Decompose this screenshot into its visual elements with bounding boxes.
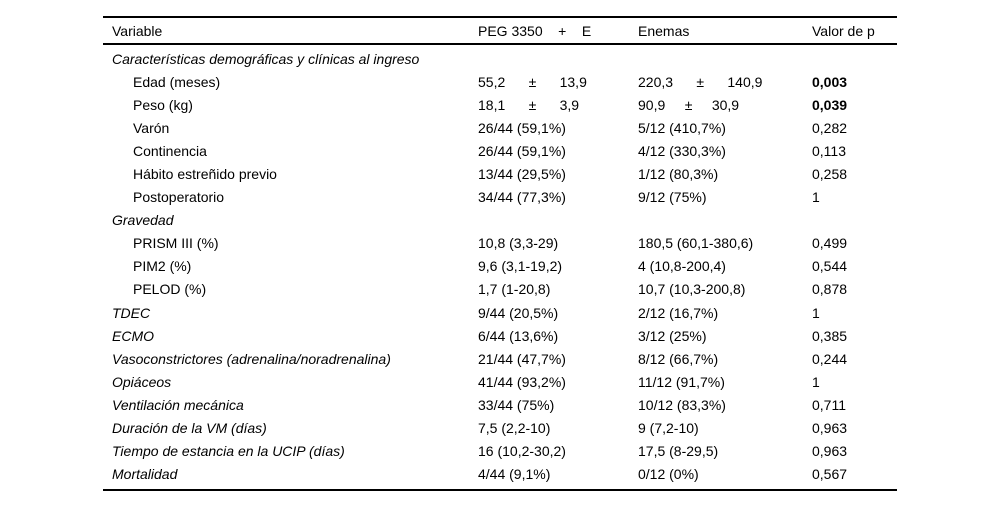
row-peg-value: 1,7 (1-20,8) — [478, 281, 551, 298]
row-variable-label: Duración de la VM (días) — [112, 420, 267, 437]
table-header-row: Variable PEG 3350 + E Enemas Valor de p — [103, 18, 897, 45]
row-p-value: 1 — [812, 189, 820, 206]
row-peg-value: 34/44 (77,3%) — [478, 189, 566, 206]
row-enemas-value: 1/12 (80,3%) — [638, 166, 719, 183]
row-variable-label: Tiempo de estancia en la UCIP (días) — [112, 443, 345, 460]
table-row: Duración de la VM (días) 7,5 (2,2-10) 9 (7… — [103, 417, 897, 440]
table-row: PIM2 (%) 9,6 (3,1-19,2) 4 (10,8-200,4) 0,54… — [103, 255, 897, 278]
row-enemas-value: 11/12 (91,7%) — [638, 373, 725, 390]
row-p-value: 0,385 — [812, 327, 848, 344]
row-p-value: 0,244 — [812, 350, 848, 367]
row-p-value: 0,963 — [812, 420, 848, 437]
clinical-comparison-table: Variable PEG 3350 + E Enemas Valor de p … — [103, 16, 897, 491]
column-header-peg3350: PEG 3350 + E — [478, 22, 592, 39]
row-enemas-value: 180,5 (60,1-380,6) — [638, 235, 754, 252]
table-row: Ventilación mecánica 33/44 (75%) 10/12 (83… — [103, 393, 897, 416]
row-enemas-value: 2/12 (16,7%) — [638, 304, 719, 321]
row-variable-label: PELOD (%) — [133, 281, 207, 298]
row-peg-value: 13/44 (29,5%) — [478, 166, 566, 183]
table-row: Continencia 26/44 (59,1%) 4/12 (330,3%) 0,1… — [103, 139, 897, 162]
row-enemas-value: 4/12 (330,3%) — [638, 142, 726, 159]
row-enemas-value: 9 (7,2-10) — [638, 420, 699, 437]
row-p-value: 1 — [812, 373, 820, 390]
table-row: Mortalidad 4/44 (9,1%) 0/12 (0%) 0,567 — [103, 463, 897, 486]
row-variable-label: Opiáceos — [112, 373, 172, 390]
row-variable-label: Gravedad — [112, 212, 174, 229]
row-peg-value: 9,6 (3,1-19,2) — [478, 258, 563, 275]
row-variable-label: Varón — [133, 119, 170, 136]
table-row: Edad (meses) 55,2 ± 13,9 220,3 ± 140,9 0,00… — [103, 70, 897, 93]
table-row: PRISM III (%) 10,8 (3,3-29) 180,5 (60,1-38… — [103, 232, 897, 255]
column-header-variable: Variable — [112, 22, 163, 39]
row-peg-value: 26/44 (59,1%) — [478, 142, 566, 159]
row-variable-label: PRISM III (%) — [133, 235, 219, 252]
row-variable-label: Características demográficas y clínicas … — [112, 50, 420, 67]
row-enemas-value: 10,7 (10,3-200,8) — [638, 281, 746, 298]
table-row: Tiempo de estancia en la UCIP (días) 16 (… — [103, 440, 897, 463]
row-peg-value: 7,5 (2,2-10) — [478, 420, 551, 437]
row-enemas-value: 3/12 (25%) — [638, 327, 707, 344]
row-peg-value: 55,2 ± 13,9 — [478, 73, 587, 90]
row-peg-value: 18,1 ± 3,9 — [478, 96, 580, 113]
row-variable-label: Hábito estreñido previo — [133, 166, 277, 183]
row-p-value: 0,711 — [812, 396, 846, 413]
row-variable-label: Ventilación mecánica — [112, 396, 244, 413]
row-variable-label: Postoperatorio — [133, 189, 225, 206]
row-p-value: 0,039 — [812, 96, 848, 113]
row-peg-value: 21/44 (47,7%) — [478, 350, 566, 367]
section-row: Gravedad — [103, 209, 897, 232]
row-peg-value: 4/44 (9,1%) — [478, 466, 551, 483]
row-variable-label: PIM2 (%) — [133, 258, 192, 275]
row-variable-label: ECMO — [112, 327, 154, 344]
row-peg-value: 10,8 (3,3-29) — [478, 235, 559, 252]
row-variable-label: Peso (kg) — [133, 96, 193, 113]
row-variable-label: Continencia — [133, 142, 207, 159]
row-peg-value: 9/44 (20,5%) — [478, 304, 559, 321]
row-enemas-value: 17,5 (8-29,5) — [638, 443, 719, 460]
row-variable-label: Mortalidad — [112, 466, 178, 483]
table-row: Vasoconstrictores (adrenalina/noradrenal… — [103, 347, 897, 370]
table-row: Varón 26/44 (59,1%) 5/12 (410,7%) 0,282 — [103, 116, 897, 139]
row-enemas-value: 220,3 ± 140,9 — [638, 73, 763, 90]
row-p-value: 0,963 — [812, 443, 848, 460]
table-row: PELOD (%) 1,7 (1-20,8) 10,7 (10,3-200,8) 0,… — [103, 278, 897, 301]
table-row: Peso (kg) 18,1 ± 3,9 90,9 ± 30,9 0,039 — [103, 93, 897, 116]
row-variable-label: TDEC — [112, 304, 151, 321]
row-peg-value: 6/44 (13,6%) — [478, 327, 559, 344]
table-body: Características demográficas y clínicas … — [103, 45, 897, 491]
row-enemas-value: 0/12 (0%) — [638, 466, 699, 483]
row-peg-value: 33/44 (75%) — [478, 396, 555, 413]
row-peg-value: 26/44 (59,1%) — [478, 119, 566, 136]
row-peg-value: 16 (10,2-30,2) — [478, 443, 566, 460]
row-variable-label: Vasoconstrictores (adrenalina/noradrenal… — [112, 350, 391, 367]
row-p-value: 0,878 — [812, 281, 848, 298]
row-enemas-value: 8/12 (66,7%) — [638, 350, 719, 367]
table-row: Hábito estreñido previo 13/44 (29,5%) 1/12… — [103, 162, 897, 185]
row-enemas-value: 5/12 (410,7%) — [638, 119, 726, 136]
row-enemas-value: 90,9 ± 30,9 — [638, 96, 740, 113]
row-p-value: 0,544 — [812, 258, 848, 275]
table-row: Postoperatorio 34/44 (77,3%) 9/12 (75%) 1 — [103, 186, 897, 209]
row-p-value: 0,567 — [812, 466, 848, 483]
section-row: Características demográficas y clínicas … — [103, 47, 897, 70]
table-row: TDEC 9/44 (20,5%) 2/12 (16,7%) 1 — [103, 301, 897, 324]
row-enemas-value: 9/12 (75%) — [638, 189, 707, 206]
row-p-value: 0,499 — [812, 235, 848, 252]
row-p-value: 0,282 — [812, 119, 848, 136]
row-p-value: 0,258 — [812, 166, 848, 183]
row-p-value: 1 — [812, 304, 820, 321]
row-enemas-value: 4 (10,8-200,4) — [638, 258, 726, 275]
row-p-value: 0,003 — [812, 73, 848, 90]
column-header-enemas: Enemas — [638, 22, 690, 39]
table-row: ECMO 6/44 (13,6%) 3/12 (25%) 0,385 — [103, 324, 897, 347]
row-peg-value: 41/44 (93,2%) — [478, 373, 566, 390]
row-enemas-value: 10/12 (83,3%) — [638, 396, 726, 413]
row-p-value: 0,113 — [812, 142, 846, 159]
table-row: Opiáceos 41/44 (93,2%) 11/12 (91,7%) 1 — [103, 370, 897, 393]
row-variable-label: Edad (meses) — [133, 73, 221, 90]
column-header-pvalue: Valor de p — [812, 22, 875, 39]
